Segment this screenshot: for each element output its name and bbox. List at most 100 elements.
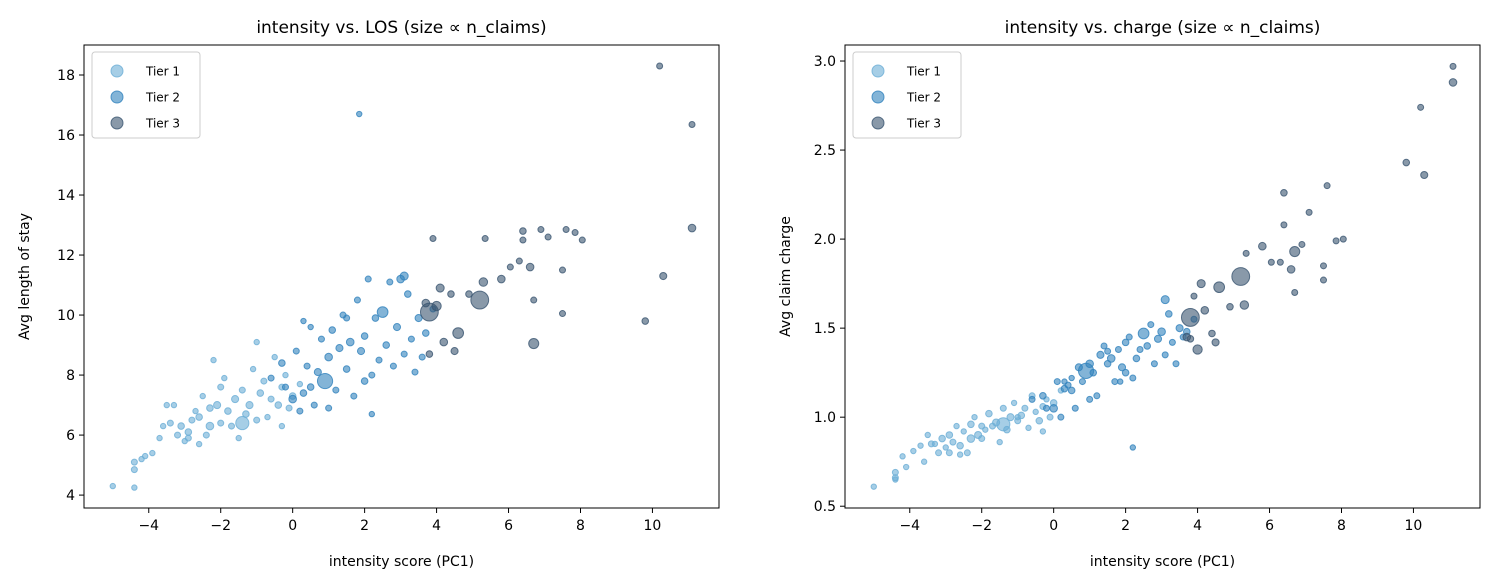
data-point-tier-3 xyxy=(1258,241,1267,251)
data-point-tier-2 xyxy=(1117,363,1127,372)
data-point-tier-2 xyxy=(328,326,337,334)
data-point-tier-3 xyxy=(688,121,696,129)
data-point-tier-1 xyxy=(221,374,228,382)
data-point-tier-1 xyxy=(159,422,167,430)
data-point-tier-1 xyxy=(195,440,203,448)
data-point-tier-1 xyxy=(978,422,986,430)
data-point-tier-2 xyxy=(1161,351,1169,359)
data-point-tier-2 xyxy=(414,314,423,323)
data-point-tier-2 xyxy=(421,329,430,337)
data-point-tier-2 xyxy=(1068,374,1075,382)
data-point-tier-1 xyxy=(271,353,278,361)
data-point-tier-2 xyxy=(392,323,402,332)
x-tick-label: 8 xyxy=(1337,518,1346,534)
x-tick-label: 2 xyxy=(360,518,369,534)
data-point-tier-2 xyxy=(1129,444,1137,451)
data-point-tier-1 xyxy=(235,434,242,442)
data-point-tier-1 xyxy=(1014,413,1021,421)
data-point-tier-2 xyxy=(353,296,361,304)
y-axis-label: Avg length of stay xyxy=(17,213,33,340)
y-tick-label: 12 xyxy=(57,248,75,264)
data-point-tier-2 xyxy=(278,359,286,367)
data-point-tier-1 xyxy=(891,474,899,482)
data-point-tier-3 xyxy=(1211,338,1220,347)
data-point-tier-1 xyxy=(1025,424,1032,432)
data-point-tier-3 xyxy=(431,300,442,312)
data-point-tier-3 xyxy=(1180,308,1200,327)
data-point-tier-2 xyxy=(1114,346,1122,354)
data-point-tier-1 xyxy=(235,416,250,431)
data-point-tier-3 xyxy=(1319,262,1327,270)
data-point-tier-1 xyxy=(210,356,217,364)
data-point-tier-2 xyxy=(1168,338,1176,346)
x-tick-label: 6 xyxy=(1265,518,1274,534)
data-point-tier-1 xyxy=(249,365,257,373)
data-point-tier-2 xyxy=(1061,378,1068,385)
data-point-tier-1 xyxy=(217,419,225,427)
data-point-tier-1 xyxy=(149,449,156,457)
data-point-tier-2 xyxy=(345,337,355,347)
data-point-tier-1 xyxy=(920,458,928,465)
chart-2: −4 −2 0 2 4 6 8 10 0.5 1.0 1.5 2.0 2.5 3.0 intensity v… xyxy=(778,18,1481,570)
data-point-tier-3 xyxy=(1286,265,1296,274)
data-point-tier-2 xyxy=(1172,360,1180,368)
data-point-tier-1 xyxy=(253,338,260,346)
data-point-tier-3 xyxy=(1267,258,1275,266)
data-point-tier-2 xyxy=(356,110,363,118)
data-point-tier-1 xyxy=(935,449,943,457)
legend-marker-tier-1 xyxy=(871,64,885,78)
data-point-tier-3 xyxy=(1213,281,1226,294)
data-point-tier-3 xyxy=(1417,103,1425,111)
data-point-tier-1 xyxy=(253,416,261,424)
data-point-tier-1 xyxy=(924,431,931,439)
x-tick-label: 2 xyxy=(1121,518,1130,534)
data-point-tier-3 xyxy=(1196,279,1206,289)
data-point-tier-3 xyxy=(528,338,540,350)
legend-label: Tier 1 xyxy=(906,65,941,79)
legend-marker-tier-1 xyxy=(110,64,124,78)
x-tick-label: −4 xyxy=(138,518,159,534)
data-point-tier-1 xyxy=(163,401,170,409)
data-point-tier-1 xyxy=(999,404,1007,412)
data-point-tier-2 xyxy=(296,407,304,415)
data-point-tier-2 xyxy=(376,306,389,318)
data-point-tier-2 xyxy=(1089,368,1098,377)
data-point-tier-3 xyxy=(1289,246,1301,258)
data-point-tier-3 xyxy=(1276,258,1284,266)
y-tick-label: 8 xyxy=(66,368,75,384)
axes-frame xyxy=(83,44,720,509)
data-point-tier-3 xyxy=(519,236,527,244)
data-point-tier-1 xyxy=(141,452,149,460)
data-point-tier-2 xyxy=(267,374,275,382)
data-point-tier-1 xyxy=(996,438,1003,446)
data-point-tier-3 xyxy=(429,235,437,243)
data-point-tier-1 xyxy=(228,422,236,430)
data-point-tier-3 xyxy=(1186,335,1195,343)
data-point-tier-1 xyxy=(985,409,993,418)
data-point-tier-3 xyxy=(656,62,664,70)
data-point-tier-1 xyxy=(274,401,283,409)
x-tick-label: 4 xyxy=(432,518,441,534)
data-point-tier-3 xyxy=(1242,249,1250,257)
data-point-tier-1 xyxy=(184,428,193,436)
data-point-tier-3 xyxy=(470,290,490,310)
data-point-tier-3 xyxy=(578,236,586,244)
data-point-tier-3 xyxy=(1323,182,1331,190)
data-point-tier-1 xyxy=(942,444,949,451)
data-point-tier-1 xyxy=(264,413,271,421)
data-point-tier-3 xyxy=(519,227,527,235)
data-point-tier-2 xyxy=(1150,360,1158,368)
data-point-tier-2 xyxy=(1111,378,1119,386)
data-point-tier-3 xyxy=(544,233,552,241)
data-point-tier-3 xyxy=(659,272,668,281)
data-point-tier-2 xyxy=(350,392,358,400)
legend-label: Tier 3 xyxy=(145,117,180,131)
data-point-tier-2 xyxy=(375,356,383,364)
data-point-tier-2 xyxy=(1136,346,1144,354)
scatter-points xyxy=(109,62,697,491)
y-tick-label: 14 xyxy=(57,188,75,204)
data-point-tier-2 xyxy=(325,404,333,412)
data-point-tier-3 xyxy=(1291,289,1299,297)
data-point-tier-1 xyxy=(245,401,254,410)
legend-marker-tier-3 xyxy=(871,116,885,130)
